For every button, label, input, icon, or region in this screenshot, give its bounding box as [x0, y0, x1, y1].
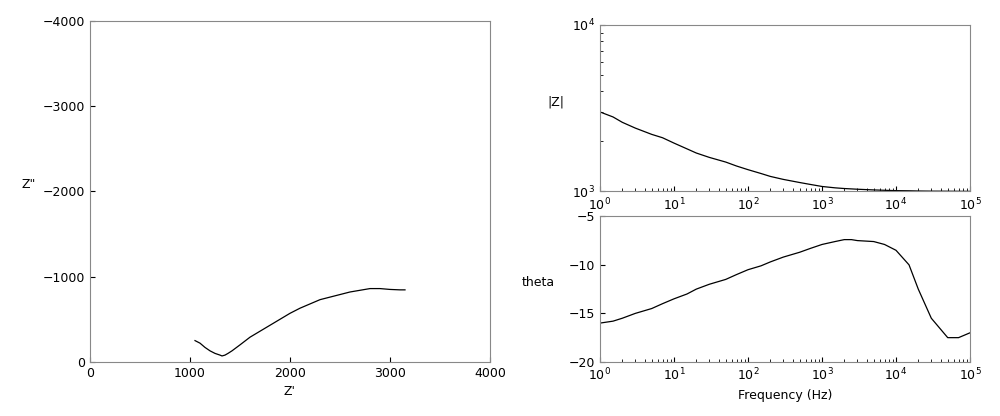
- Y-axis label: theta: theta: [522, 276, 555, 289]
- X-axis label: Frequency (Hz): Frequency (Hz): [738, 389, 832, 402]
- X-axis label: Frequency (Hz): Frequency (Hz): [738, 218, 832, 231]
- X-axis label: Z': Z': [284, 385, 296, 399]
- Y-axis label: |Z|: |Z|: [547, 95, 564, 108]
- Y-axis label: Z": Z": [22, 178, 36, 191]
